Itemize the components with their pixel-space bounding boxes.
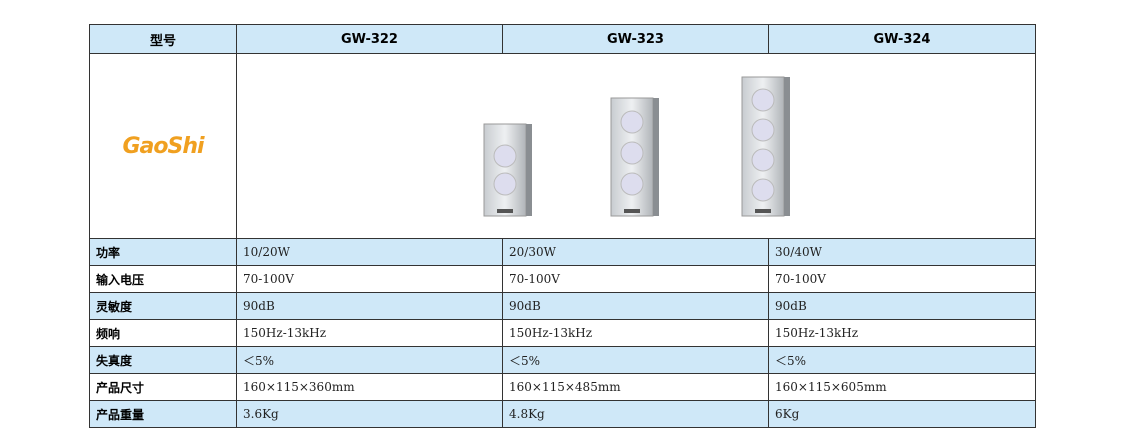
row-label: 灵敏度 xyxy=(89,292,237,320)
cell: 70-100V xyxy=(236,265,503,293)
speaker xyxy=(741,76,790,217)
cell: 70-100V xyxy=(502,265,769,293)
speakers xyxy=(483,76,790,217)
row-label: 频响 xyxy=(89,319,237,347)
row-label: 产品重量 xyxy=(89,400,237,428)
row-label: 失真度 xyxy=(89,346,237,374)
spec-row: 频响 150Hz-13kHz 150Hz-13kHz 150Hz-13kHz xyxy=(89,319,1036,347)
spec-row: 产品重量 3.6Kg 4.8Kg 6Kg xyxy=(89,400,1036,428)
cell: 160×115×605mm xyxy=(768,373,1036,401)
cell: 150Hz-13kHz xyxy=(236,319,503,347)
header-row: 型号 GW-322 GW-323 GW-324 xyxy=(89,24,1036,54)
model: GW-323 xyxy=(502,24,769,54)
row-label: 输入电压 xyxy=(89,265,237,293)
model: GW-324 xyxy=(768,24,1036,54)
cell: 90dB xyxy=(502,292,769,320)
row-label: 产品尺寸 xyxy=(89,373,237,401)
cell: 6Kg xyxy=(768,400,1036,428)
logo: GaoShi xyxy=(89,53,237,239)
spec-row: 产品尺寸 160×115×360mm 160×115×485mm 160×115×60… xyxy=(89,373,1036,401)
cell: 4.8Kg xyxy=(502,400,769,428)
cell: ＜5% xyxy=(236,346,503,374)
spec-table: 型号 GW-322 GW-323 GW-324 GaoShi xyxy=(89,24,1036,428)
cell: ＜5% xyxy=(502,346,769,374)
cell: 90dB xyxy=(768,292,1036,320)
spec-row: 失真度 ＜5% ＜5% ＜5% xyxy=(89,346,1036,374)
cell: 150Hz-13kHz xyxy=(768,319,1036,347)
cell: 160×115×485mm xyxy=(502,373,769,401)
spec-row: 功率 10/20W 20/30W 30/40W xyxy=(89,238,1036,266)
cell: 90dB xyxy=(236,292,503,320)
cell: 30/40W xyxy=(768,238,1036,266)
spec-row: 灵敏度 90dB 90dB 90dB xyxy=(89,292,1036,320)
cell: ＜5% xyxy=(768,346,1036,374)
product-image xyxy=(236,53,1036,239)
cell: 160×115×360mm xyxy=(236,373,503,401)
cell: 3.6Kg xyxy=(236,400,503,428)
image-row: GaoShi xyxy=(89,53,1036,239)
cell: 70-100V xyxy=(768,265,1036,293)
header-label: 型号 xyxy=(89,24,237,54)
cell: 150Hz-13kHz xyxy=(502,319,769,347)
model: GW-322 xyxy=(236,24,503,54)
speaker xyxy=(483,123,532,217)
cell: 20/30W xyxy=(502,238,769,266)
spec-row: 输入电压 70-100V 70-100V 70-100V xyxy=(89,265,1036,293)
row-label: 功率 xyxy=(89,238,237,266)
cell: 10/20W xyxy=(236,238,503,266)
speaker xyxy=(610,97,659,217)
